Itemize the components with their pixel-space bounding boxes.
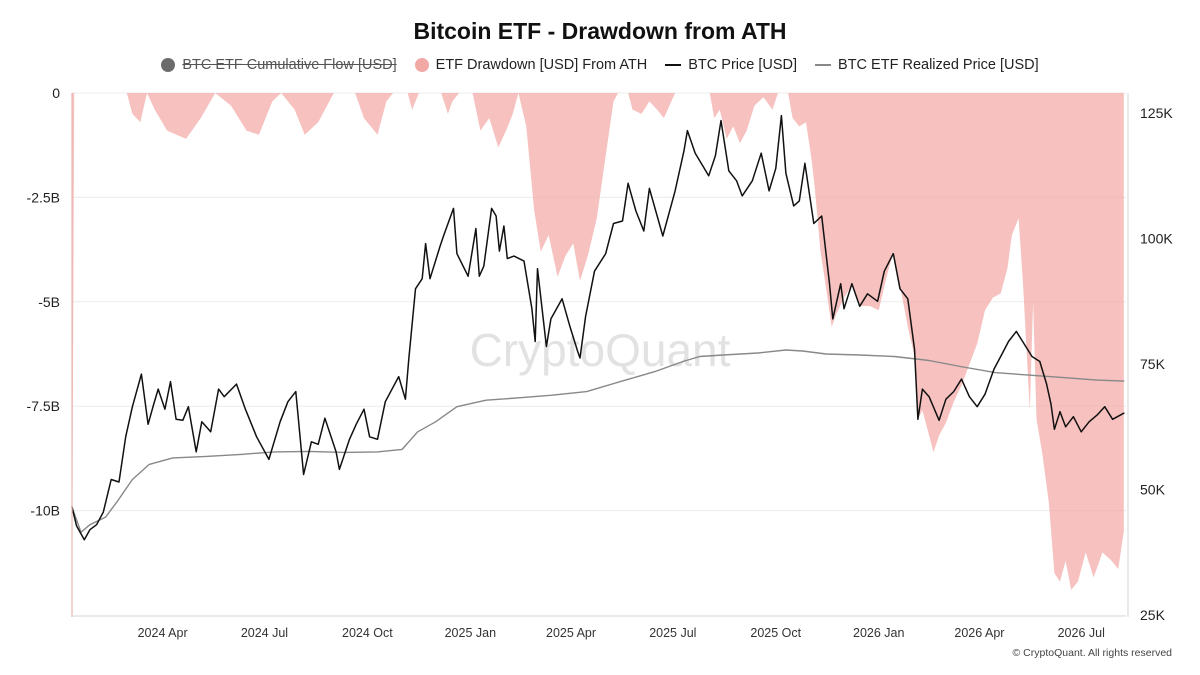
y-right-tick-label: 50K bbox=[1140, 482, 1166, 498]
x-tick-label: 2025 Apr bbox=[546, 626, 596, 640]
x-tick-label: 2024 Oct bbox=[342, 626, 393, 640]
y-right-tick-label: 100K bbox=[1140, 231, 1173, 247]
y-left-tick-label: -10B bbox=[30, 503, 60, 519]
legend-swatch bbox=[665, 64, 682, 66]
legend-swatch bbox=[414, 58, 429, 72]
y-left-tick-label: 0 bbox=[52, 85, 60, 101]
y-right-tick-label: 25K bbox=[1140, 607, 1166, 623]
legend-item-realized[interactable]: BTC ETF Realized Price [USD] bbox=[815, 57, 1039, 73]
legend-label: BTC ETF Realized Price [USD] bbox=[838, 57, 1039, 73]
x-tick-label: 2025 Jan bbox=[445, 626, 496, 640]
x-tick-label: 2024 Jul bbox=[241, 626, 288, 640]
series-drawdown-area bbox=[72, 93, 1124, 607]
series-btc-price-line bbox=[71, 114, 1125, 541]
y-right-tick-label: 75K bbox=[1140, 356, 1166, 372]
x-tick-label: 2025 Jul bbox=[649, 626, 696, 640]
legend: BTC ETF Cumulative Flow [USD] ETF Drawdow… bbox=[0, 57, 1200, 73]
x-tick-label: 2024 Apr bbox=[138, 626, 188, 640]
legend-item-btc-price[interactable]: BTC Price [USD] bbox=[665, 57, 797, 73]
y-right-tick-label: 125K bbox=[1140, 105, 1173, 121]
series-realized-price-line bbox=[71, 349, 1125, 533]
x-tick-label: 2026 Jan bbox=[853, 626, 904, 640]
legend-item-cum-flow[interactable]: BTC ETF Cumulative Flow [USD] bbox=[161, 57, 397, 73]
y-left-tick-label: -2.5B bbox=[27, 189, 60, 205]
y-left-tick-label: -7.5B bbox=[27, 398, 60, 414]
chart-title: Bitcoin ETF - Drawdown from ATH bbox=[413, 18, 787, 44]
watermark: CryptoQuant bbox=[470, 324, 731, 376]
y-left-tick-label: -5B bbox=[38, 294, 60, 310]
legend-swatch bbox=[815, 64, 832, 66]
x-tick-label: 2025 Oct bbox=[750, 626, 801, 640]
legend-item-drawdown[interactable]: ETF Drawdown [USD] From ATH bbox=[414, 57, 648, 73]
legend-label: BTC Price [USD] bbox=[688, 57, 798, 73]
legend-label: ETF Drawdown [USD] From ATH bbox=[435, 57, 648, 73]
legend-label: BTC ETF Cumulative Flow [USD] bbox=[182, 57, 397, 73]
x-tick-label: 2026 Apr bbox=[954, 626, 1004, 640]
legend-swatch bbox=[161, 58, 176, 72]
copyright-notice: © CryptoQuant. All rights reserved bbox=[1012, 647, 1172, 659]
x-tick-label: 2026 Jul bbox=[1058, 626, 1105, 640]
